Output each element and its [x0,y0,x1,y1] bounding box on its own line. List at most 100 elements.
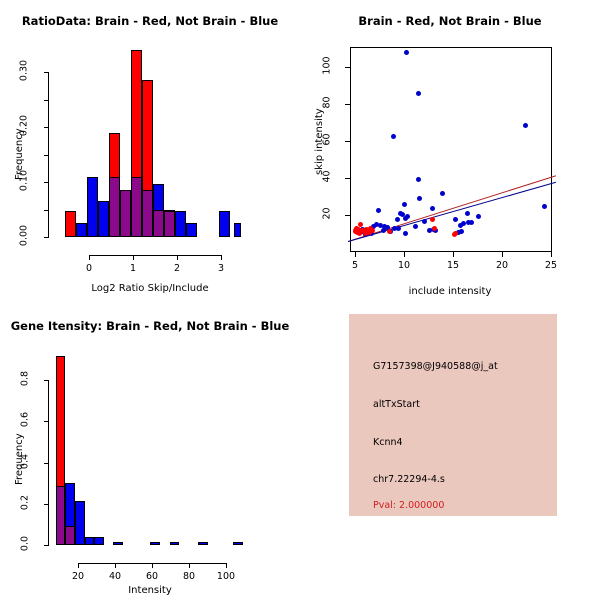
ratio-plot-area: 0.00 0.10 0.20 0.30 0 1 2 3 [0,0,300,300]
scatter-point-blue [456,229,462,235]
scatter-point-blue [381,223,387,229]
scatter-point-red [367,229,373,235]
scatter-point-blue [380,228,386,234]
gene-bar-blue [84,536,95,545]
scatter-x-tick [404,252,405,257]
scatter-point-blue [403,216,409,222]
scatter-point-blue [416,176,422,182]
scatter-point-blue [394,217,400,223]
scatter-point-blue [429,206,435,212]
scatter-point-blue [403,230,409,236]
gene-bar-blue [198,541,208,545]
scatter-point-blue [523,123,529,129]
gene-x-tick [78,563,79,568]
scatter-point-red [453,230,459,236]
scatter-plot-title: Brain - Red, Not Brain - Blue [358,14,542,28]
scatter-point-blue [422,219,428,225]
scatter-point-blue [458,222,464,228]
scatter-point-blue [404,49,410,55]
scatter-point-red [370,228,376,234]
scatter-point-blue [461,221,467,227]
scatter-point-blue [384,225,390,231]
scatter-point-blue [475,213,481,219]
gene-x-tick-label: 40 [108,571,122,582]
scatter-y-tick-label: 20 [321,207,333,220]
scatter-point-red [386,229,392,235]
scatter-x-tick-label: 10 [397,260,411,271]
scatter-point-blue [413,223,419,229]
scatter-point-red [358,222,364,227]
ratio-bar-overlap [119,189,131,237]
gene-x-tick [189,563,190,568]
ratio-y-tick [44,127,49,128]
ratio-bar-blue [185,222,197,237]
scatter-point-blue [376,208,382,214]
scatter-x-tick-label: 5 [351,260,359,271]
scatter-y-tick [345,141,350,143]
ratio-y-minor-tick [44,99,49,101]
gene-x-tick [115,563,116,568]
ratio-y-tick [44,72,49,73]
gene-bar-blue [169,541,180,545]
scatter-y-tick-label: 40 [321,170,333,183]
scatter-y-tick-label: 80 [321,96,333,109]
ratio-x-tick [177,255,178,260]
scatter-point-blue [541,204,547,210]
gene-y-tick [44,421,49,423]
scatter-point-red [357,231,363,237]
ratio-x-axis-line [89,255,221,256]
info-event-type: altTxStart [373,399,420,410]
scatter-x-axis-title: include intensity [408,286,492,297]
scatter-point-blue [405,213,411,219]
scatter-x-tick [502,252,503,257]
scatter-x-tick-label: 25 [544,260,558,271]
scatter-point-red [356,226,362,232]
gene-plot-area: 0.0 0.2 0.4 0.6 0.8 20 40 60 80 100 [0,300,300,600]
info-gene-symbol: Kcnn4 [373,437,403,448]
gene-bar-blue [94,536,104,545]
scatter-point-blue [469,220,475,226]
ratio-bar-blue [86,176,98,237]
gene-y-tick-label: 0.4 [19,453,31,469]
scatter-x-tick [551,252,552,257]
gene-plot-title: Gene Itensity: Brain - Red, Not Brain - … [10,319,290,333]
ratio-y-tick-label: 0.00 [18,224,30,247]
ratio-x-tick [133,255,134,260]
ratio-bar-blue [97,201,109,237]
ratio-bar-overlap [130,176,142,237]
scatter-point-red [352,227,358,233]
ratio-bar-overlap [108,176,120,237]
gene-y-tick [44,462,49,464]
scatter-point-blue [466,220,472,226]
gene-bar-blue [150,541,160,545]
ratio-x-tick-label: 0 [85,263,93,274]
ratio-plot-title: RatioData: Brain - Red, Not Brain - Blue [21,14,279,28]
scatter-point-blue [426,227,432,233]
ratio-bar-overlap [152,209,164,237]
gene-y-tick [44,503,49,505]
scatter-y-tick [345,178,350,180]
scatter-x-tick-label: 20 [495,260,509,271]
scatter-point-blue [453,217,459,223]
gene-y-tick-label: 0.0 [19,535,31,552]
ratio-bar-red [64,211,76,237]
gene-bar-blue [113,541,123,545]
ratio-x-tick [221,255,222,260]
scatter-y-tick [345,67,350,69]
scatter-y-tick [345,215,350,217]
gene-x-tick [226,563,227,568]
scatter-point-blue [390,134,396,140]
scatter-point-blue [391,226,397,232]
ratio-x-tick-label: 3 [217,263,225,274]
gene-bar-blue [75,501,85,545]
gene-y-tick-label: 0.2 [19,494,31,510]
panel-ratio-histogram: RatioData: Brain - Red, Not Brain - Blue… [0,0,300,300]
ratio-y-tick [44,237,49,238]
gene-x-tick-label: 60 [145,571,159,582]
gene-x-axis-title: Intensity [128,585,172,596]
gene-y-tick [44,380,49,381]
scatter-point-blue [371,224,377,230]
panel-gene-info: G7157398@J940588@j_at altTxStart Kcnn4 c… [300,300,600,600]
gene-y-tick-label: 0.6 [19,412,31,428]
panel-gene-intensity-histogram: Gene Itensity: Brain - Red, Not Brain - … [0,300,300,600]
